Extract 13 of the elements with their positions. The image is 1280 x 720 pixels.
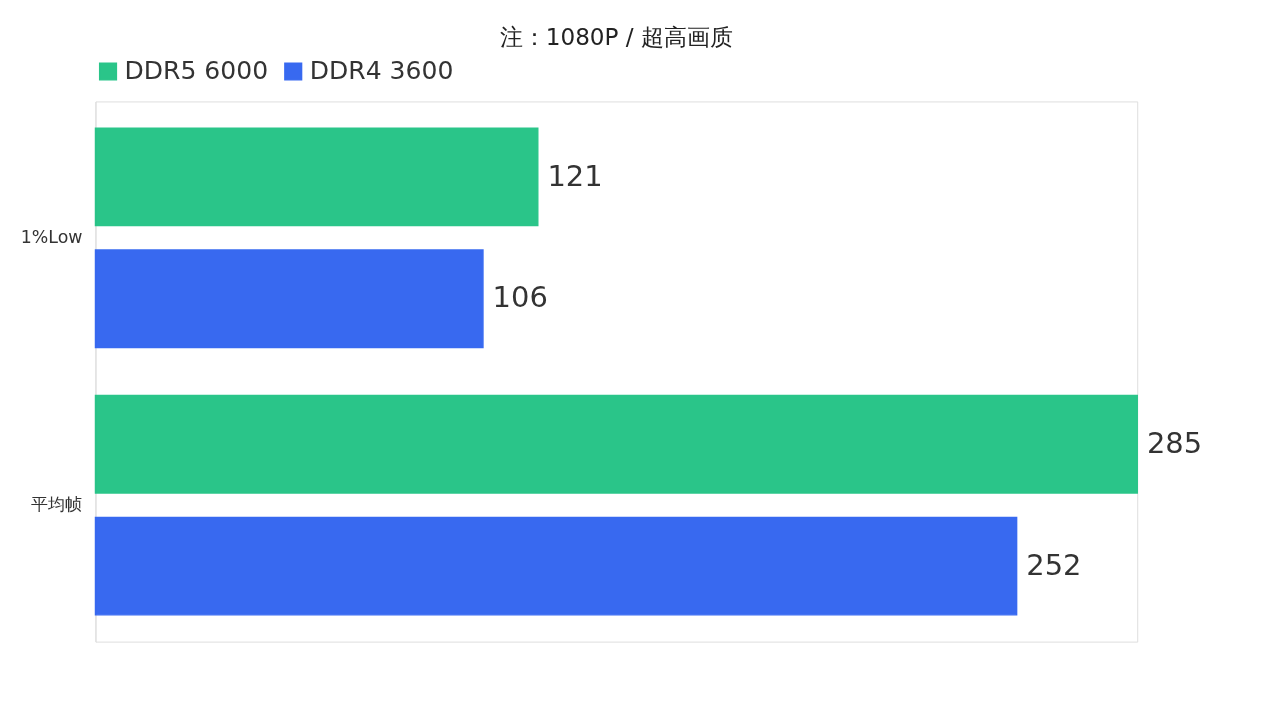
y-tick-label: 平均帧 [31, 494, 83, 515]
data-label: 121 [547, 158, 603, 193]
legend-label: DDR5 6000 [124, 56, 269, 86]
bar [94, 394, 1138, 494]
bar [94, 249, 484, 349]
legend-label: DDR4 3600 [309, 56, 454, 86]
y-tick-label: 1%Low [20, 226, 83, 247]
data-label: 285 [1146, 426, 1203, 461]
bar [94, 516, 1018, 616]
data-label: 106 [492, 280, 548, 315]
data-label: 252 [1026, 547, 1082, 582]
chart-title: 注：1080P / 超高画质 [499, 23, 734, 50]
bar [94, 127, 539, 227]
